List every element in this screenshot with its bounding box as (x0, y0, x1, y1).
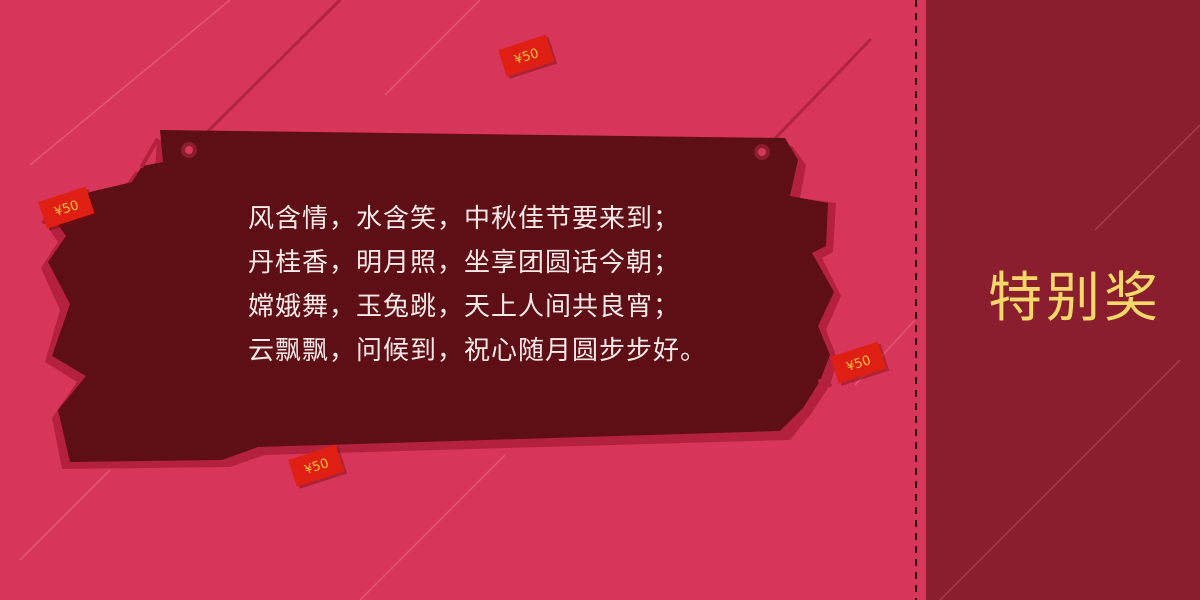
streak (939, 359, 1181, 600)
tag-body (288, 444, 345, 487)
tag-body (38, 186, 95, 229)
board-nail-right (754, 144, 770, 160)
nail-dot (185, 146, 193, 154)
tag-label: ¥50 (845, 353, 873, 375)
money-tag-top: ¥50 (498, 34, 558, 79)
side-panel (926, 0, 1200, 600)
string-right (760, 38, 872, 154)
tag-label: ¥50 (53, 198, 81, 220)
board-nail-left (181, 142, 197, 158)
streak (384, 0, 481, 96)
tag-body (830, 341, 887, 384)
money-tag-right: ¥50 (830, 341, 890, 386)
side-panel-streaks (939, 124, 1200, 600)
poem-line: 云飘飘，问候到，祝心随月圆步步好。 (248, 336, 708, 366)
tag-label: ¥50 (513, 46, 541, 68)
poem-line: 丹桂香，明月照，坐享团圆话今朝； (248, 248, 681, 278)
string-left (187, 0, 342, 152)
poem-line: 嫦娥舞，玉兔跳，天上人间共良宵； (248, 292, 681, 322)
tag-label: ¥50 (303, 456, 331, 478)
hanging-strings (187, 0, 872, 154)
streak (359, 454, 506, 600)
poem-line: 风含情，水含笑，中秋佳节要来到； (248, 204, 681, 234)
poem-block: 风含情，水含笑，中秋佳节要来到； 丹桂香，明月照，坐享团圆话今朝； 嫦娥舞，玉兔… (248, 197, 768, 373)
edge-mark (818, 379, 832, 387)
tag-body (498, 34, 555, 77)
prize-title: 特别奖 (988, 266, 1162, 329)
streak (1094, 124, 1200, 231)
money-tag-left: ¥50 (38, 186, 98, 231)
diagonal-streaks (19, 0, 916, 600)
edge-mark (140, 138, 159, 168)
streak (19, 469, 111, 561)
wooden-board (48, 130, 834, 462)
money-tag-bottom: ¥50 (288, 444, 348, 489)
streak (29, 0, 231, 166)
nail-dot (758, 148, 766, 156)
